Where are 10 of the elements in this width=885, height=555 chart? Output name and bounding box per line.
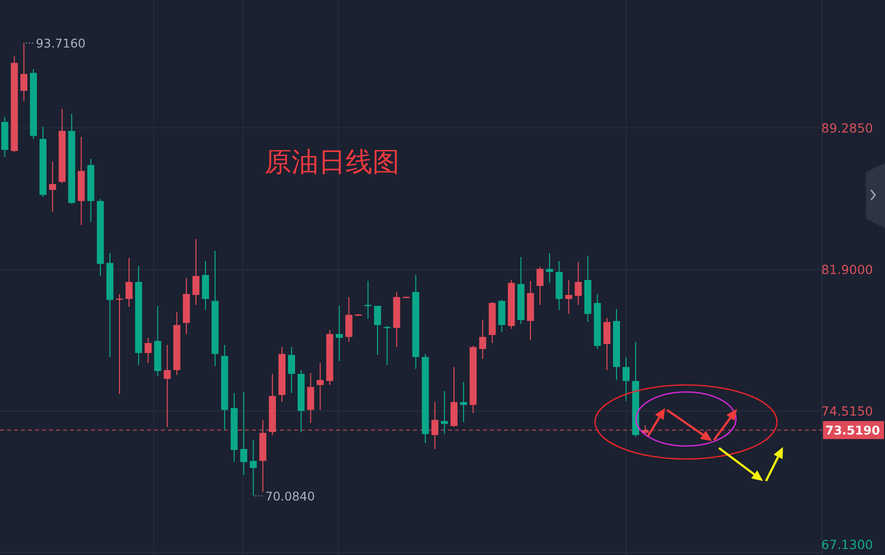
y-tick-label: 81.9000 — [821, 262, 874, 277]
annotation: 93.7160 — [36, 36, 86, 51]
annotation: 70.0840 — [265, 489, 315, 504]
y-tick-label: 74.5150 — [821, 403, 874, 418]
ref-line-label: 73.5190 — [825, 424, 880, 438]
annotation: 93.7160 — [25, 36, 86, 50]
y-tick-label: 89.2850 — [821, 120, 874, 136]
text: 原油日线图 — [264, 147, 400, 178]
annotation: 70.0840 — [254, 489, 315, 504]
y-tick-label: 67.1300 — [821, 537, 874, 552]
